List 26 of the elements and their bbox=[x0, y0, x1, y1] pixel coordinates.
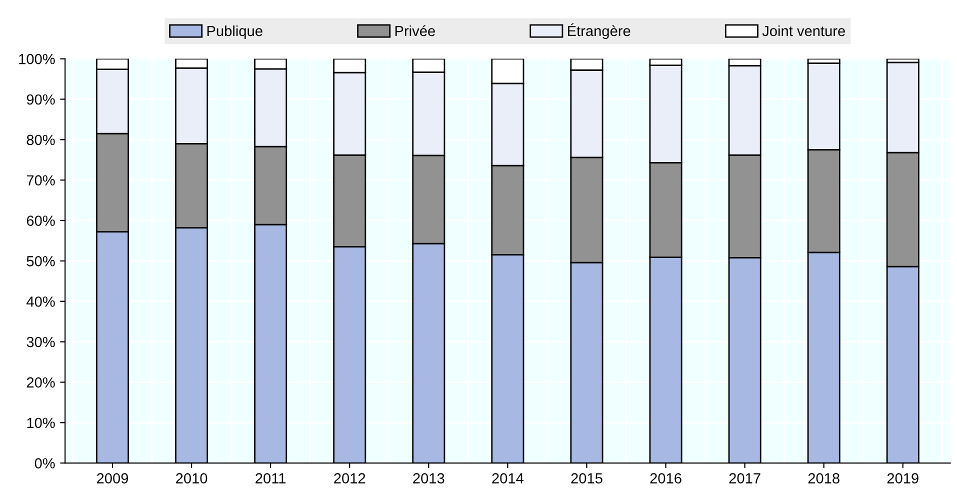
x-tick-label: 2010 bbox=[176, 473, 208, 484]
y-tick-label: 0% bbox=[34, 458, 55, 468]
y-tick-label: 70% bbox=[26, 175, 55, 186]
x-tick-label: 2017 bbox=[729, 473, 760, 484]
y-tick-label: 20% bbox=[26, 377, 55, 388]
legend-label: Étrangère bbox=[568, 23, 630, 40]
x-tick-label: 2018 bbox=[808, 473, 840, 484]
x-tick-label: 2014 bbox=[492, 473, 524, 484]
y-tick-label: 40% bbox=[26, 296, 55, 307]
x-tick-label: 2019 bbox=[887, 473, 918, 484]
y-tick-label: 90% bbox=[26, 94, 55, 105]
x-tick-label: 2012 bbox=[334, 473, 366, 484]
legend-label: Joint venture bbox=[762, 25, 845, 36]
legend-label: Privée bbox=[395, 25, 435, 36]
y-tick-label: 60% bbox=[26, 216, 55, 226]
y-tick-label: 10% bbox=[27, 418, 55, 428]
x-tick-label: 2016 bbox=[650, 473, 682, 484]
y-tick-label: 50% bbox=[26, 256, 55, 266]
y-tick-label: 30% bbox=[26, 336, 55, 348]
x-tick-label: 2009 bbox=[97, 473, 128, 484]
x-tick-label: 2015 bbox=[571, 473, 602, 484]
legend-label: Publique bbox=[207, 25, 262, 40]
y-tick-label: 80% bbox=[26, 134, 55, 146]
x-tick-label: 2011 bbox=[256, 473, 286, 484]
x-tick-label: 2013 bbox=[413, 473, 444, 484]
y-tick-label: 100% bbox=[19, 54, 55, 64]
